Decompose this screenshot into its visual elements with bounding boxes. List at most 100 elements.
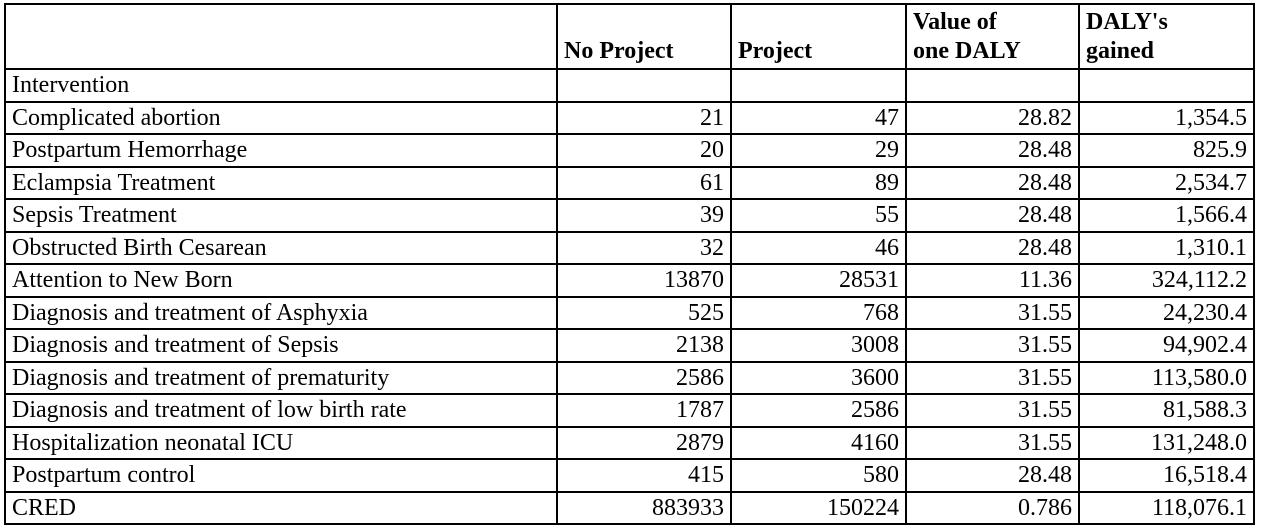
dalys-gained-cell: 81,588.3: [1078, 393, 1255, 428]
table-row: Diagnosis and treatment of low birth rat…: [4, 393, 1255, 428]
section-label: Intervention: [4, 68, 558, 103]
header-cell-intervention: [4, 3, 558, 70]
header-line: [12, 37, 550, 66]
table-row: Diagnosis and treatment of Asphyxia 525 76…: [4, 295, 1255, 330]
project-cell: 28531: [730, 263, 907, 298]
dalys-gained-cell: 2,534.7: [1078, 165, 1255, 200]
header-line: [12, 8, 550, 37]
dalys-gained-cell: 24,230.4: [1078, 295, 1255, 330]
project-cell: 2586: [730, 393, 907, 428]
daly-value-cell: 31.55: [905, 295, 1080, 330]
empty-cell: [905, 68, 1080, 103]
dalys-gained-cell: 16,518.4: [1078, 458, 1255, 493]
daly-value-cell: 31.55: [905, 393, 1080, 428]
table-row: Attention to New Born 13870 28531 11.36 324,…: [4, 263, 1255, 298]
header-cell-dalys-gained: DALY's gained: [1078, 3, 1255, 70]
project-cell: 768: [730, 295, 907, 330]
daly-value-cell: 31.55: [905, 328, 1080, 363]
section-row: Intervention: [4, 68, 1255, 103]
header-row: No Project Project Value of one DALY DAL…: [4, 3, 1255, 70]
daly-table: No Project Project Value of one DALY DAL…: [4, 3, 1255, 525]
project-cell: 55: [730, 198, 907, 233]
table-row: Eclampsia Treatment 61 89 28.48 2,534.7: [4, 165, 1255, 200]
project-cell: 150224: [730, 490, 907, 525]
daly-value-cell: 28.48: [905, 458, 1080, 493]
empty-cell: [1078, 68, 1255, 103]
dalys-gained-cell: 94,902.4: [1078, 328, 1255, 363]
dalys-gained-cell: 1,566.4: [1078, 198, 1255, 233]
header-line: one DALY: [913, 38, 1021, 64]
dalys-gained-cell: 1,354.5: [1078, 100, 1255, 135]
daly-value-cell: 11.36: [905, 263, 1080, 298]
no-project-cell: 1787: [556, 393, 732, 428]
intervention-cell: Postpartum control: [4, 458, 558, 493]
daly-value-cell: 31.55: [905, 360, 1080, 395]
daly-value-cell: 28.48: [905, 165, 1080, 200]
table-container: No Project Project Value of one DALY DAL…: [4, 3, 1255, 525]
no-project-cell: 415: [556, 458, 732, 493]
no-project-cell: 2879: [556, 425, 732, 460]
header-cell-value-of-daly: Value of one DALY: [905, 3, 1080, 70]
table-row: Obstructed Birth Cesarean 32 46 28.48 1,310.…: [4, 230, 1255, 265]
table-row: Sepsis Treatment 39 55 28.48 1,566.4: [4, 198, 1255, 233]
table-row: Postpartum Hemorrhage 20 29 28.48 825.9: [4, 133, 1255, 168]
table-row: Postpartum control 415 580 28.48 16,518.4: [4, 458, 1255, 493]
table-row: Complicated abortion 21 47 28.82 1,354.5: [4, 100, 1255, 135]
daly-value-cell: 28.48: [905, 198, 1080, 233]
header-cell-project: Project: [730, 3, 907, 70]
intervention-cell: Diagnosis and treatment of prematurity: [4, 360, 558, 395]
intervention-cell: Postpartum Hemorrhage: [4, 133, 558, 168]
dalys-gained-cell: 825.9: [1078, 133, 1255, 168]
intervention-cell: Complicated abortion: [4, 100, 558, 135]
table-row: Diagnosis and treatment of Sepsis 2138 300…: [4, 328, 1255, 363]
header-line: No Project: [564, 38, 674, 64]
intervention-cell: Sepsis Treatment: [4, 198, 558, 233]
dalys-gained-cell: 118,076.1: [1078, 490, 1255, 525]
no-project-cell: 2138: [556, 328, 732, 363]
dalys-gained-cell: 1,310.1: [1078, 230, 1255, 265]
dalys-gained-cell: 131,248.0: [1078, 425, 1255, 460]
header-cell-no-project: No Project: [556, 3, 732, 70]
header-line: Project: [738, 38, 813, 64]
table-row: CRED 883933 150224 0.786 118,076.1: [4, 490, 1255, 525]
intervention-cell: Attention to New Born: [4, 263, 558, 298]
table-row: Diagnosis and treatment of prematurity 25…: [4, 360, 1255, 395]
header-line: DALY's: [1086, 9, 1168, 35]
daly-value-cell: 31.55: [905, 425, 1080, 460]
intervention-cell: Eclampsia Treatment: [4, 165, 558, 200]
intervention-cell: Obstructed Birth Cesarean: [4, 230, 558, 265]
no-project-cell: 20: [556, 133, 732, 168]
intervention-cell: Diagnosis and treatment of low birth rat…: [4, 393, 558, 428]
project-cell: 3600: [730, 360, 907, 395]
empty-cell: [730, 68, 907, 103]
project-cell: 46: [730, 230, 907, 265]
dalys-gained-cell: 113,580.0: [1078, 360, 1255, 395]
intervention-cell: Diagnosis and treatment of Asphyxia: [4, 295, 558, 330]
dalys-gained-cell: 324,112.2: [1078, 263, 1255, 298]
no-project-cell: 13870: [556, 263, 732, 298]
intervention-cell: CRED: [4, 490, 558, 525]
daly-value-cell: 28.48: [905, 133, 1080, 168]
no-project-cell: 61: [556, 165, 732, 200]
intervention-cell: Diagnosis and treatment of Sepsis: [4, 328, 558, 363]
no-project-cell: 32: [556, 230, 732, 265]
no-project-cell: 2586: [556, 360, 732, 395]
empty-cell: [556, 68, 732, 103]
daly-value-cell: 0.786: [905, 490, 1080, 525]
intervention-cell: Hospitalization neonatal ICU: [4, 425, 558, 460]
no-project-cell: 39: [556, 198, 732, 233]
no-project-cell: 883933: [556, 490, 732, 525]
project-cell: 29: [730, 133, 907, 168]
project-cell: 89: [730, 165, 907, 200]
header-line: [564, 8, 724, 37]
table-row: Hospitalization neonatal ICU 2879 4160 31.5…: [4, 425, 1255, 460]
project-cell: 4160: [730, 425, 907, 460]
daly-value-cell: 28.48: [905, 230, 1080, 265]
project-cell: 580: [730, 458, 907, 493]
project-cell: 47: [730, 100, 907, 135]
no-project-cell: 525: [556, 295, 732, 330]
header-line: gained: [1086, 38, 1155, 64]
header-line: Value of: [913, 9, 997, 35]
no-project-cell: 21: [556, 100, 732, 135]
header-line: [738, 8, 899, 37]
